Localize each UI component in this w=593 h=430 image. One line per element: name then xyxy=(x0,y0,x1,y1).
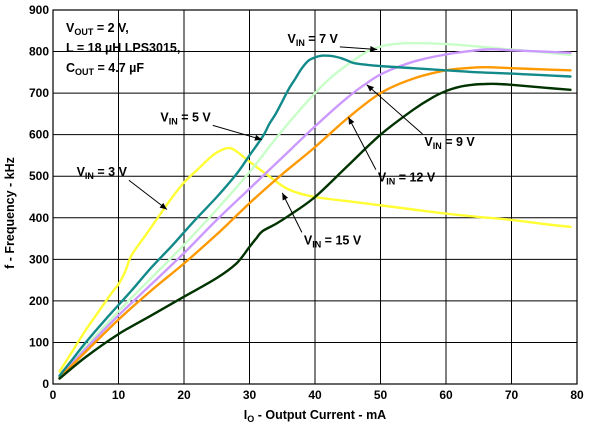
x-axis-title: IO - Output Current - mA xyxy=(244,408,386,424)
annotation-leader xyxy=(347,116,377,170)
annotation-arrowhead xyxy=(370,45,378,52)
y-tick-label: 300 xyxy=(29,252,49,266)
y-tick-label: 200 xyxy=(29,294,49,308)
annotation-leader xyxy=(128,179,168,210)
series-line xyxy=(58,146,572,373)
y-tick-label: 800 xyxy=(29,45,49,59)
x-tick-label: 10 xyxy=(112,388,126,402)
x-tick-label: 70 xyxy=(505,388,519,402)
annotation-leader xyxy=(366,84,423,135)
annotation-leader xyxy=(212,124,263,141)
annotation-arrowhead xyxy=(254,134,262,141)
y-tick-label: 700 xyxy=(29,86,49,100)
series-label: VIN = 7 V xyxy=(287,32,338,48)
series-line xyxy=(58,54,572,377)
annotation-leader xyxy=(281,192,303,233)
y-tick-label: 600 xyxy=(29,128,49,142)
x-tick-label: 40 xyxy=(308,388,322,402)
y-tick-label: 400 xyxy=(29,211,49,225)
annotation-arrows xyxy=(128,45,423,233)
series-line xyxy=(58,82,572,380)
series-label: VIN = 15 V xyxy=(304,233,362,249)
series-curves xyxy=(58,41,572,380)
x-tick-label: 30 xyxy=(243,388,257,402)
series-label: VIN = 12 V xyxy=(378,171,436,187)
annotation-labels: VIN = 3 V VIN = 5 V VIN = 7 V VIN = 9 V VIN … xyxy=(77,32,476,250)
annotation-arrowhead xyxy=(159,202,167,210)
x-tick-label: 20 xyxy=(177,388,191,402)
annotation-arrowhead xyxy=(282,192,289,201)
series-label: VIN = 3 V xyxy=(77,165,128,181)
series-line xyxy=(58,66,572,379)
series-line xyxy=(58,41,572,378)
y-tick-label: 0 xyxy=(42,377,49,391)
annotation-arrowhead xyxy=(348,117,355,125)
x-tick-label: 0 xyxy=(50,388,57,402)
plot-frame xyxy=(52,9,578,385)
x-tick-label: 80 xyxy=(570,388,584,402)
x-tick-label: 60 xyxy=(439,388,453,402)
y-axis-title: f - Frequency - kHz xyxy=(3,157,17,269)
series-label: VIN = 9 V xyxy=(424,135,475,151)
annotation-arrowhead xyxy=(366,84,374,92)
series-label: VIN = 5 V xyxy=(160,110,211,126)
series-line xyxy=(58,48,572,379)
test-conditions: VOUT = 2 V, L = 18 µH LPS3015, COUT = 4.7 … xyxy=(66,21,180,77)
y-tick-label: 900 xyxy=(29,3,49,17)
tick-labels: 0 10 20 30 40 50 60 70 8001002003004005006007008… xyxy=(29,3,584,402)
y-tick-label: 500 xyxy=(29,169,49,183)
y-tick-label: 100 xyxy=(29,335,49,349)
x-tick-label: 50 xyxy=(374,388,388,402)
